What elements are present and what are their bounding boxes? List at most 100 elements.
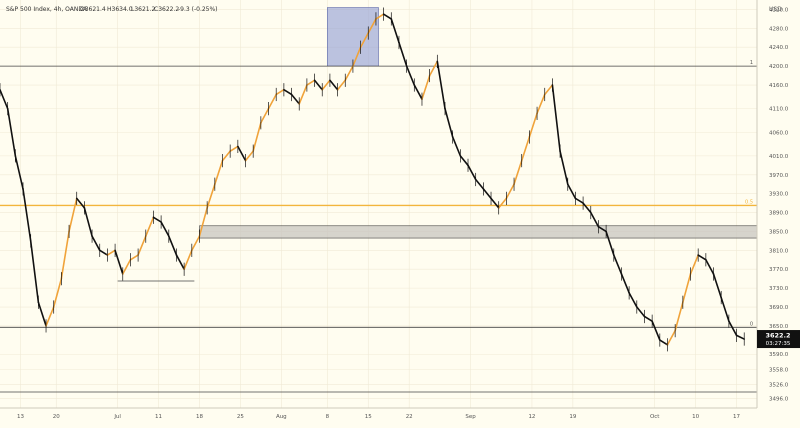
- price-tick-label: 3770.0: [769, 267, 789, 273]
- ohlc-close: C3622.2: [154, 6, 179, 13]
- price-segment: [505, 183, 515, 200]
- price-segment: [620, 273, 630, 294]
- price-tick-label: 3850.0: [769, 229, 789, 235]
- price-segment: [490, 197, 500, 209]
- price-tick-label: 3590.0: [769, 352, 789, 358]
- price-segment: [60, 230, 70, 280]
- chart-header: S&P 500 Index, 4h, OANDA O3621.4 H3634.0…: [6, 6, 218, 13]
- price-segment: [444, 107, 454, 138]
- price-segment: [244, 150, 254, 162]
- price-segment: [689, 254, 699, 275]
- currency-label: USD: [769, 6, 782, 13]
- level-layer: 10.50: [0, 60, 757, 393]
- level-label: 0.5: [745, 199, 753, 205]
- price-segment: [390, 18, 400, 44]
- price-segment: [474, 178, 485, 190]
- price-segment: [536, 93, 546, 115]
- price-tick-label: 3496.0: [769, 397, 789, 403]
- price-tick-label: 4160.0: [769, 83, 789, 89]
- price-segment: [252, 122, 262, 152]
- price-segment: [283, 88, 293, 96]
- time-tick-label: 17: [733, 414, 740, 420]
- resistance-zone: [199, 225, 758, 239]
- price-segment: [29, 240, 40, 304]
- price-segment: [175, 254, 185, 271]
- price-change: -9.3 (-0.25%): [178, 6, 218, 13]
- price-segment: [582, 202, 592, 214]
- price-tick-label: 4010.0: [769, 154, 789, 160]
- price-segment: [666, 329, 676, 346]
- price-segment: [183, 249, 193, 271]
- time-tick-label: 10: [692, 414, 699, 420]
- price-segment: [52, 277, 63, 308]
- time-axis[interactable]: 13 20 Jul 11 18 25 Aug 8 15 22 Sep 12 19 Oct 10 17: [0, 407, 757, 420]
- time-tick-label: 25: [237, 414, 244, 420]
- price-segment: [137, 235, 147, 256]
- price-segment: [83, 207, 93, 237]
- top-highlight-zone: [327, 7, 379, 67]
- current-price-tag: 3622.2 03:27:35: [757, 330, 800, 349]
- time-tick-label: 11: [155, 414, 162, 420]
- price-segment: [91, 235, 101, 252]
- price-tick-label: 4060.0: [769, 130, 789, 136]
- price-tick-label: 4110.0: [769, 107, 789, 113]
- price-segment: [428, 60, 439, 77]
- price-segment: [651, 320, 661, 341]
- price-segment: [513, 159, 523, 186]
- time-tick-label: Jul: [113, 414, 121, 420]
- price-segment: [459, 155, 469, 167]
- level-label: 0: [750, 321, 753, 327]
- price-segment: [674, 301, 684, 332]
- price-segment: [144, 216, 155, 237]
- price-tick-label: 3930.0: [769, 192, 789, 198]
- price-segment: [520, 136, 531, 162]
- price-segment: [198, 207, 208, 237]
- price-segment: [290, 93, 301, 105]
- price-segment: [682, 273, 692, 304]
- price-segment: [697, 254, 707, 261]
- price-segment: [352, 46, 362, 67]
- price-segment: [267, 93, 278, 110]
- price-axis[interactable]: USD 4320.0 4280.0 4240.0 4200.0 4160.0 4110.0…: [756, 0, 789, 408]
- time-tick-label: Oct: [650, 414, 660, 420]
- price-segment: [68, 197, 78, 233]
- price-segment: [413, 84, 423, 100]
- price-tick-label: 3558.0: [769, 367, 789, 373]
- price-segment: [605, 230, 615, 256]
- series-layer: [0, 7, 746, 352]
- price-segment: [106, 249, 116, 256]
- price-segment: [705, 258, 715, 275]
- time-tick-label: 8: [326, 414, 330, 420]
- price-segment: [6, 107, 17, 157]
- time-tick-label: 18: [196, 414, 203, 420]
- price-segment: [306, 79, 316, 86]
- price-segment: [551, 84, 561, 152]
- time-tick-label: 20: [53, 414, 60, 420]
- price-segment: [382, 13, 393, 20]
- price-tick-label: 3810.0: [769, 248, 789, 254]
- price-segment: [75, 197, 86, 209]
- price-segment: [237, 145, 247, 162]
- price-tick-label: 4320.0: [769, 7, 789, 13]
- time-tick-label: Aug: [276, 414, 287, 420]
- price-segment: [45, 306, 55, 327]
- price-segment: [659, 339, 669, 346]
- current-price-label: 3622.2: [765, 332, 790, 340]
- price-segment: [321, 79, 331, 91]
- price-segment: [129, 254, 139, 261]
- price-segment: [167, 235, 178, 256]
- price-segment: [628, 292, 638, 308]
- price-segment: [359, 32, 370, 49]
- price-segment: [152, 216, 162, 223]
- price-segment: [298, 84, 308, 105]
- price-segment: [528, 112, 538, 138]
- price-tick-label: 3650.0: [769, 324, 789, 330]
- price-segment: [214, 159, 224, 186]
- level-label: 1: [750, 60, 753, 66]
- symbol-title: S&P 500 Index, 4h, OANDA: [6, 6, 88, 13]
- ohlc-high: H3634.0: [107, 6, 133, 13]
- price-segment: [275, 88, 285, 96]
